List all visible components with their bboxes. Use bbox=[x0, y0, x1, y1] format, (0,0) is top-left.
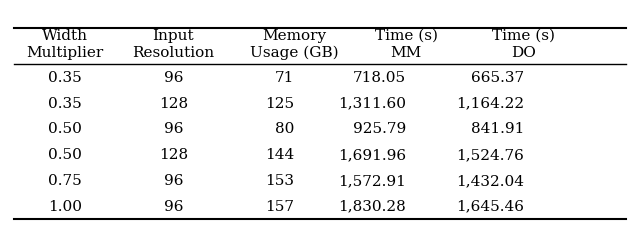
Text: 1,432.04: 1,432.04 bbox=[456, 173, 524, 187]
Text: 1,830.28: 1,830.28 bbox=[339, 199, 406, 213]
Text: 96: 96 bbox=[164, 71, 183, 85]
Text: 1,311.60: 1,311.60 bbox=[338, 96, 406, 110]
Text: 0.50: 0.50 bbox=[48, 122, 82, 136]
Text: 1.00: 1.00 bbox=[48, 199, 82, 213]
Text: 71: 71 bbox=[275, 71, 294, 85]
Text: 96: 96 bbox=[164, 122, 183, 136]
Text: 96: 96 bbox=[164, 199, 183, 213]
Text: 0.75: 0.75 bbox=[48, 173, 82, 187]
Text: 925.79: 925.79 bbox=[353, 122, 406, 136]
Text: 1,524.76: 1,524.76 bbox=[456, 147, 524, 161]
Text: Memory
Usage (GB): Memory Usage (GB) bbox=[250, 29, 339, 60]
Text: Width
Multiplier: Width Multiplier bbox=[26, 29, 104, 60]
Text: 1,645.46: 1,645.46 bbox=[456, 199, 524, 213]
Text: 1,691.96: 1,691.96 bbox=[338, 147, 406, 161]
Text: 128: 128 bbox=[159, 147, 188, 161]
Text: 841.91: 841.91 bbox=[470, 122, 524, 136]
Text: Input
Resolution: Input Resolution bbox=[132, 29, 214, 60]
Text: 125: 125 bbox=[266, 96, 294, 110]
Text: 96: 96 bbox=[164, 173, 183, 187]
Text: 0.35: 0.35 bbox=[48, 96, 82, 110]
Text: 157: 157 bbox=[266, 199, 294, 213]
Text: 128: 128 bbox=[159, 96, 188, 110]
Text: 665.37: 665.37 bbox=[471, 71, 524, 85]
Text: 1,164.22: 1,164.22 bbox=[456, 96, 524, 110]
Text: 0.35: 0.35 bbox=[48, 71, 82, 85]
Text: 1,572.91: 1,572.91 bbox=[338, 173, 406, 187]
Text: 153: 153 bbox=[266, 173, 294, 187]
Text: Time (s)
DO: Time (s) DO bbox=[492, 29, 556, 60]
Text: 718.05: 718.05 bbox=[353, 71, 406, 85]
Text: 80: 80 bbox=[275, 122, 294, 136]
Text: 0.50: 0.50 bbox=[48, 147, 82, 161]
Text: Time (s)
MM: Time (s) MM bbox=[374, 29, 438, 60]
Text: 144: 144 bbox=[265, 147, 294, 161]
